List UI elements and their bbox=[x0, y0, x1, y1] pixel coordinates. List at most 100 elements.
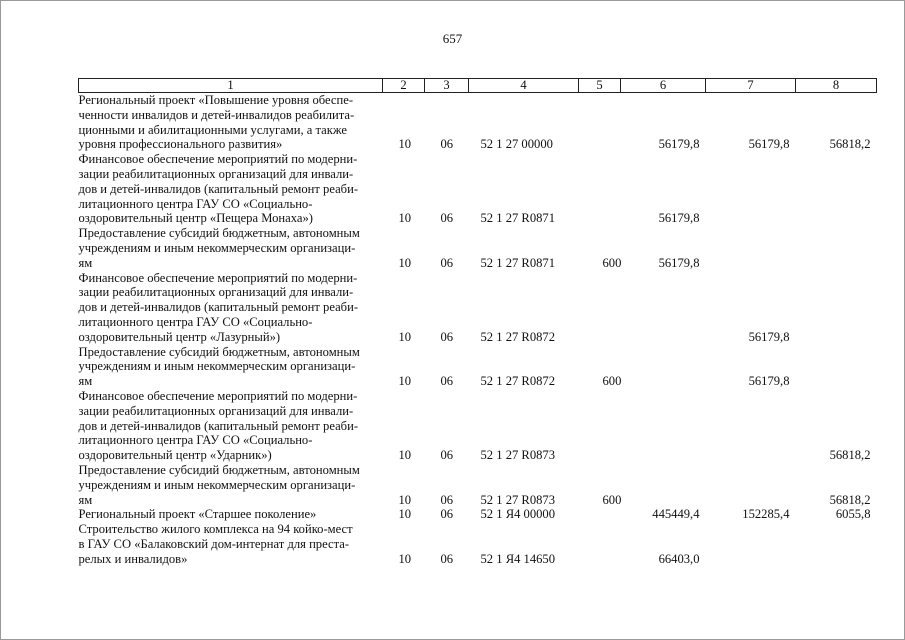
amount-col8: 56818,2 bbox=[829, 137, 871, 152]
table-row: Финансовое обеспечение мероприятий по мо… bbox=[79, 271, 877, 345]
section-code: 10 bbox=[398, 492, 412, 507]
amount-col8 bbox=[796, 152, 877, 226]
description-line: учреждениям и иным некоммерческим органи… bbox=[78, 359, 356, 374]
amount-col8 bbox=[796, 226, 877, 270]
target-article-code: 52 1 27 R0872 bbox=[480, 374, 556, 389]
table-row: Финансовое обеспечение мероприятий по мо… bbox=[79, 389, 877, 463]
column-header-5: 5 bbox=[578, 78, 621, 93]
expense-type-code bbox=[579, 152, 621, 226]
description-line: Финансовое обеспечение мероприятий по мо… bbox=[78, 270, 358, 285]
target-article-code: 52 1 27 00000 bbox=[480, 137, 553, 152]
expense-type-code: 600 bbox=[602, 374, 622, 389]
description-line: ям bbox=[78, 492, 93, 507]
amount-col8: 56818,2 bbox=[829, 448, 871, 463]
description-line: релых и инвалидов» bbox=[78, 551, 188, 566]
description-line: дов и детей-инвалидов (капитальный ремон… bbox=[78, 418, 359, 433]
table-row: Строительство жилого комплекса на 94 кой… bbox=[79, 522, 877, 566]
description-line: литационного центра ГАУ СО «Социально- bbox=[78, 433, 313, 448]
amount-col7: 56179,8 bbox=[748, 137, 790, 152]
description-line: зации реабилитационных организаций для и… bbox=[78, 166, 354, 181]
section-code: 10 bbox=[398, 211, 412, 226]
target-article-code: 52 1 Я4 14650 bbox=[480, 551, 556, 566]
description-line: ченности инвалидов и детей-инвалидов реа… bbox=[78, 107, 355, 122]
row-description: Региональный проект «Старшее поколение» bbox=[79, 507, 383, 522]
column-header-7: 7 bbox=[705, 78, 796, 93]
section-code: 10 bbox=[398, 255, 412, 270]
description-line: Региональный проект «Повышение уровня об… bbox=[78, 93, 354, 107]
amount-col7: 56179,8 bbox=[748, 329, 790, 344]
description-line: Предоставление субсидий бюджетным, автон… bbox=[78, 226, 360, 241]
expense-type-code bbox=[579, 271, 621, 345]
table-row: Региональный проект «Старшее поколение» 1… bbox=[79, 507, 877, 522]
row-description: Финансовое обеспечение мероприятий по мо… bbox=[79, 271, 383, 345]
amount-col6 bbox=[621, 345, 706, 389]
target-article-code: 52 1 Я4 00000 bbox=[480, 507, 556, 522]
expense-type-code bbox=[579, 522, 621, 566]
amount-col8 bbox=[796, 345, 877, 389]
target-article-code: 52 1 27 R0873 bbox=[480, 448, 556, 463]
amount-col6: 56179,8 bbox=[658, 255, 700, 270]
row-description: Региональный проект «Повышение уровня об… bbox=[79, 93, 383, 153]
subsection-code: 06 bbox=[440, 492, 454, 507]
table-row: Предоставление субсидий бюджетным, автон… bbox=[79, 345, 877, 389]
subsection-code: 06 bbox=[440, 448, 454, 463]
amount-col6: 56179,8 bbox=[658, 137, 700, 152]
amount-col7: 56179,8 bbox=[748, 374, 790, 389]
description-line: литационного центра ГАУ СО «Социально- bbox=[78, 314, 313, 329]
amount-col8: 56818,2 bbox=[829, 492, 871, 507]
section-code: 10 bbox=[398, 329, 412, 344]
subsection-code: 06 bbox=[440, 137, 454, 152]
row-description: Строительство жилого комплекса на 94 кой… bbox=[79, 522, 383, 566]
description-line: Предоставление субсидий бюджетным, автон… bbox=[78, 344, 360, 359]
description-line: ционными и абилитационными услугами, а т… bbox=[78, 122, 348, 137]
table-row: Предоставление субсидий бюджетным, автон… bbox=[79, 226, 877, 270]
column-header-1: 1 bbox=[78, 78, 383, 93]
section-code: 10 bbox=[398, 507, 412, 522]
row-description: Финансовое обеспечение мероприятий по мо… bbox=[79, 152, 383, 226]
amount-col7 bbox=[706, 522, 796, 566]
target-article-code: 52 1 27 R0871 bbox=[480, 255, 556, 270]
description-line: учреждениям и иным некоммерческим органи… bbox=[78, 477, 356, 492]
amount-col8 bbox=[796, 522, 877, 566]
section-code: 10 bbox=[398, 448, 412, 463]
column-header-4: 4 bbox=[468, 78, 579, 93]
row-description: Предоставление субсидий бюджетным, автон… bbox=[79, 345, 383, 389]
amount-col7 bbox=[706, 389, 796, 463]
description-line: оздоровительный центр «Лазурный») bbox=[78, 329, 281, 344]
expense-type-code bbox=[579, 389, 621, 463]
page-number: 657 bbox=[442, 31, 463, 46]
description-line: ям bbox=[78, 374, 93, 389]
target-article-code: 52 1 27 R0873 bbox=[480, 492, 556, 507]
table-row: Предоставление субсидий бюджетным, автон… bbox=[79, 463, 877, 507]
subsection-code: 06 bbox=[440, 507, 454, 522]
description-line: литационного центра ГАУ СО «Социально- bbox=[78, 196, 313, 211]
row-description: Финансовое обеспечение мероприятий по мо… bbox=[79, 389, 383, 463]
description-line: оздоровительный центр «Пещера Монаха») bbox=[78, 211, 313, 226]
amount-col6 bbox=[621, 463, 706, 507]
subsection-code: 06 bbox=[440, 211, 454, 226]
description-line: Финансовое обеспечение мероприятий по мо… bbox=[78, 388, 358, 403]
amount-col6 bbox=[621, 389, 706, 463]
section-code: 10 bbox=[398, 137, 412, 152]
column-header-8: 8 bbox=[795, 78, 877, 93]
description-line: в ГАУ СО «Балаковский дом-интернат для п… bbox=[78, 536, 350, 551]
amount-col6: 56179,8 bbox=[658, 211, 700, 226]
description-line: зации реабилитационных организаций для и… bbox=[78, 285, 354, 300]
subsection-code: 06 bbox=[440, 374, 454, 389]
expense-type-code bbox=[579, 93, 621, 153]
description-line: дов и детей-инвалидов (капитальный ремон… bbox=[78, 300, 359, 315]
expense-type-code bbox=[579, 507, 621, 522]
column-header-6: 6 bbox=[620, 78, 706, 93]
description-line: ям bbox=[78, 255, 93, 270]
description-line: дов и детей-инвалидов (капитальный ремон… bbox=[78, 181, 359, 196]
section-code: 10 bbox=[398, 551, 412, 566]
description-line: Строительство жилого комплекса на 94 кой… bbox=[78, 522, 353, 537]
table-row: Региональный проект «Повышение уровня об… bbox=[79, 93, 877, 153]
section-code: 10 bbox=[398, 374, 412, 389]
target-article-code: 52 1 27 R0872 bbox=[480, 329, 556, 344]
expense-type-code: 600 bbox=[602, 255, 622, 270]
expense-type-code: 600 bbox=[602, 492, 622, 507]
amount-col7 bbox=[706, 463, 796, 507]
column-header-2: 2 bbox=[382, 78, 425, 93]
